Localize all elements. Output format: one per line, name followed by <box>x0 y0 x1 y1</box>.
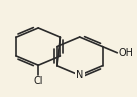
Text: Cl: Cl <box>33 76 43 86</box>
Text: OH: OH <box>119 48 134 58</box>
Text: N: N <box>76 70 83 80</box>
